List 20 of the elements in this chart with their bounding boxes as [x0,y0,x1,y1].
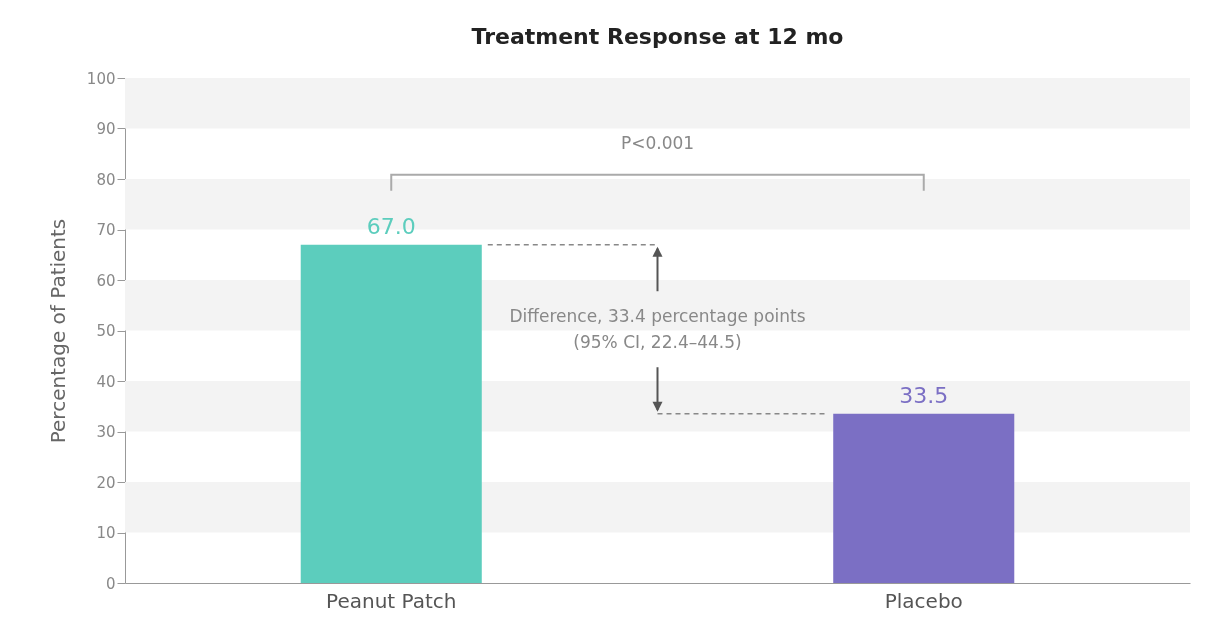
y-tick-label: 30 [96,423,116,441]
data-label: 67.0 [366,213,416,239]
y-tick-label: 60 [96,271,116,290]
y-tick-label: 40 [96,372,116,391]
y-tick-label: 100 [86,69,116,88]
y-tick-label: 50 [96,322,116,340]
annotation: P<0.001 [620,132,695,153]
x-tick-label: Peanut Patch [326,588,457,613]
y-tick-label: 90 [96,120,116,138]
annotation: Difference, 33.4 percentage points [509,306,806,327]
y-tick-label: 20 [96,473,116,492]
data-label: 33.5 [899,382,949,408]
y-tick-label: 0 [105,574,116,593]
y-tick-label: 70 [96,221,116,239]
annotation: (95% CI, 22.4–44.5) [573,332,742,353]
chart-title: Treatment Response at 12 mo [471,24,844,49]
y-axis-title: Percentage of Patients [45,218,70,444]
x-tick-label: Placebo [884,588,963,613]
y-tick-label: 10 [96,524,116,542]
y-tick-label: 80 [96,170,116,189]
